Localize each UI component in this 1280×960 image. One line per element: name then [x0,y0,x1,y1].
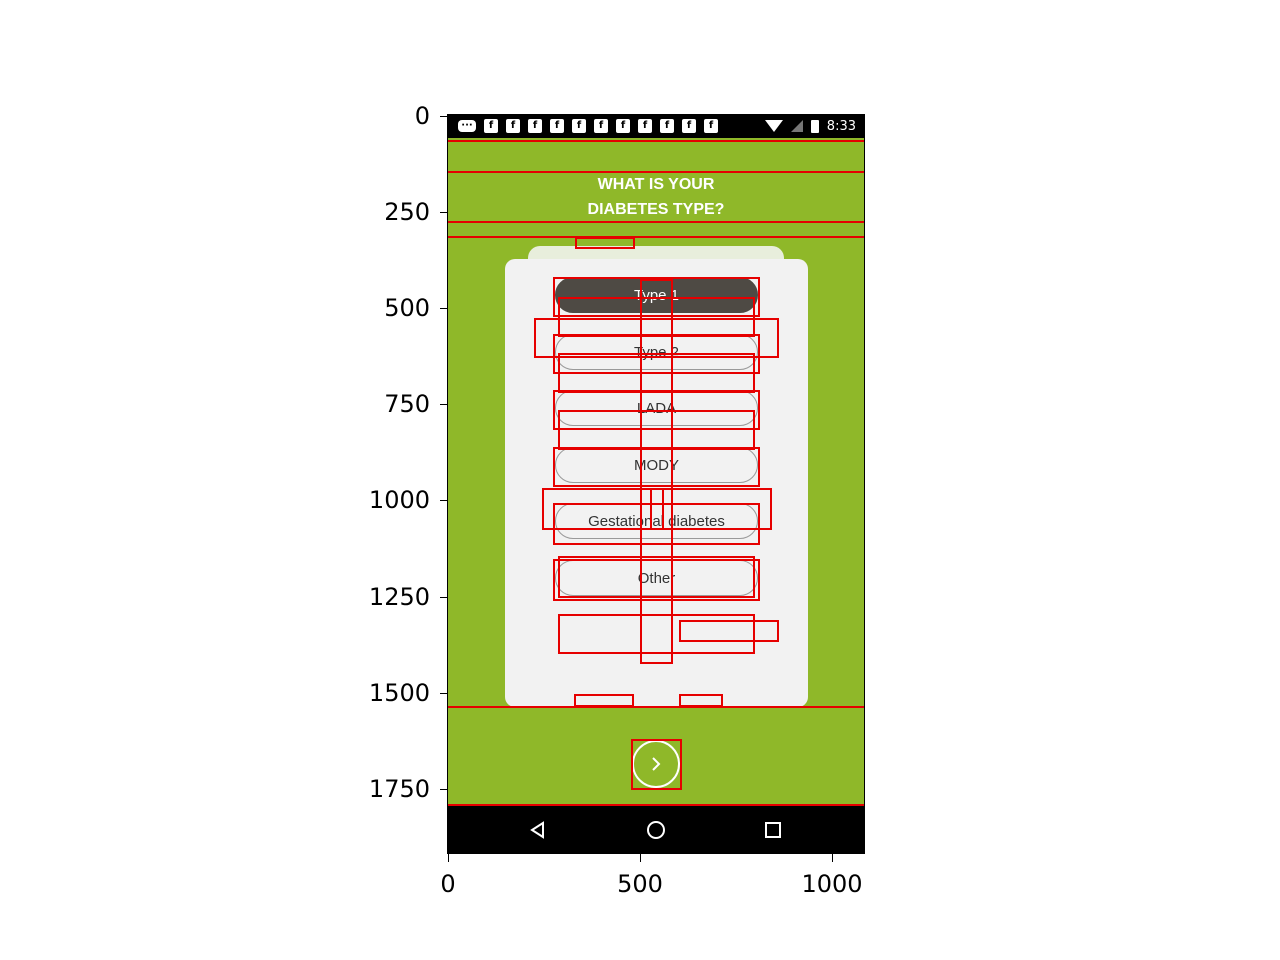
facebook-icon: f [704,119,718,133]
chevron-right-icon [652,757,661,771]
page-title: WHAT IS YOUR DIABETES TYPE? [448,172,864,222]
y-tick-mark [440,693,448,694]
y-tick-label: 1500 [368,679,430,707]
facebook-icon: f [594,119,608,133]
facebook-icon: f [484,119,498,133]
x-tick-mark [448,854,449,862]
option-other[interactable]: Other [555,560,758,596]
option-type-2[interactable]: Type 2 [555,334,758,370]
facebook-icon: f [572,119,586,133]
recents-button[interactable] [761,818,785,842]
y-tick-mark [440,789,448,790]
y-tick-label: 0 [414,102,430,130]
x-tick-mark [640,854,641,862]
facebook-icon: f [682,119,696,133]
facebook-icon: f [638,119,652,133]
wifi-icon [764,120,783,132]
battery-icon [810,119,819,133]
y-tick-mark [440,116,448,117]
facebook-icon: f [660,119,674,133]
y-tick-mark [440,308,448,309]
y-tick-label: 1750 [368,775,430,803]
y-tick-label: 1250 [368,583,430,611]
facebook-icon: f [506,119,520,133]
status-right: 8:33 [764,114,856,138]
y-tick-mark [440,212,448,213]
option-lada[interactable]: LADA [555,390,758,426]
back-icon [530,821,544,839]
option-gestational-diabetes[interactable]: Gestational diabetes [555,503,758,539]
notification-icons: ··· f f f f f f f f f f f [458,119,718,133]
message-icon: ··· [458,120,476,132]
x-tick-label: 1000 [801,870,863,898]
options-card: Type 1 Type 2 LADA MODY Gestational diab… [505,259,808,707]
y-tick-mark [440,597,448,598]
page-title-line2: DIABETES TYPE? [587,201,725,218]
y-tick-label: 500 [384,294,430,322]
navigation-bar [448,806,864,854]
x-tick-label: 500 [617,870,663,898]
y-tick-mark [440,404,448,405]
page-title-line1: WHAT IS YOUR [597,176,715,193]
status-time: 8:33 [826,118,856,134]
facebook-icon: f [528,119,542,133]
x-tick-mark [832,854,833,862]
next-button[interactable] [632,740,680,788]
recents-icon [765,822,781,838]
x-tick-label: 0 [440,870,456,898]
home-icon [647,821,665,839]
back-button[interactable] [526,818,550,842]
signal-icon [790,120,803,132]
facebook-icon: f [550,119,564,133]
y-tick-label: 250 [384,198,430,226]
status-bar: ··· f f f f f f f f f f f 8:33 [448,114,864,138]
y-tick-label: 1000 [368,486,430,514]
option-mody[interactable]: MODY [555,447,758,483]
home-button[interactable] [644,818,668,842]
facebook-icon: f [616,119,630,133]
y-tick-mark [440,500,448,501]
option-type-1[interactable]: Type 1 [555,277,758,313]
phone-screen: ··· f f f f f f f f f f f 8:33 WHAT IS Y… [448,114,864,854]
y-tick-label: 750 [384,390,430,418]
